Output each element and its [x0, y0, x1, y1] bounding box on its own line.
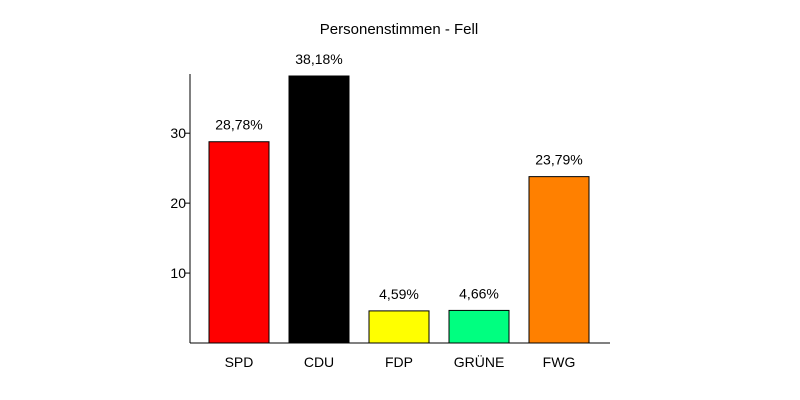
y-tick-label: 20	[170, 195, 186, 211]
y-tick-label: 10	[170, 265, 186, 281]
bar-grüne	[448, 309, 510, 344]
chart-title: Personenstimmen - Fell	[320, 21, 478, 38]
data-label: 4,66%	[459, 285, 499, 301]
bar-spd	[208, 141, 270, 344]
data-label: 4,59%	[379, 286, 419, 302]
y-tick-label: 30	[170, 125, 186, 141]
x-tick-label: FDP	[385, 354, 413, 370]
x-tick-label: SPD	[225, 354, 254, 370]
bar-cdu	[288, 75, 350, 344]
x-tick-label: CDU	[304, 354, 334, 370]
data-label: 28,78%	[215, 117, 262, 133]
x-tick-label: FWG	[543, 354, 576, 370]
x-tick-label: GRÜNE	[454, 353, 505, 370]
data-label: 23,79%	[535, 152, 582, 168]
bar-fdp	[368, 310, 430, 344]
bar-fwg	[528, 176, 590, 344]
data-label: 38,18%	[295, 51, 342, 67]
